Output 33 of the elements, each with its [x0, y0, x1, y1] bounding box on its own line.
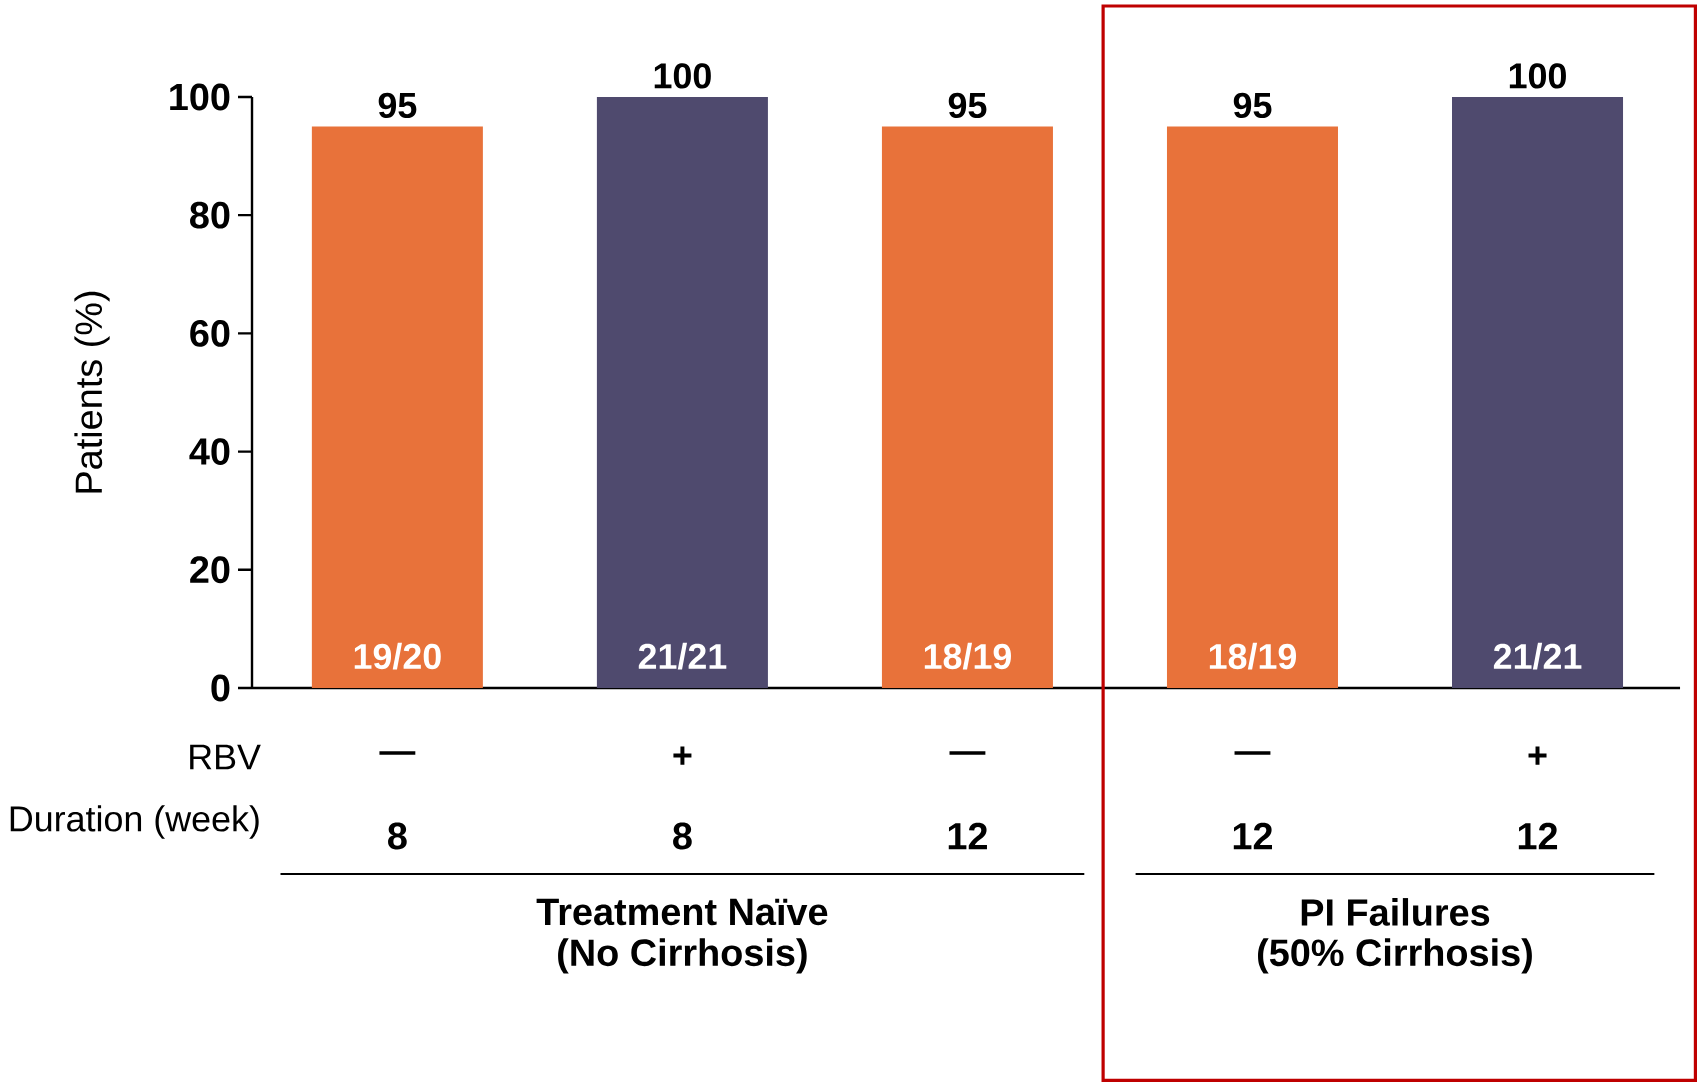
y-axis-title: Patients (%): [74, 291, 110, 493]
annotation: 21/21: [638, 642, 727, 670]
data-label: 100: [1509, 63, 1566, 89]
text: Treatment Naïve: [536, 898, 828, 926]
annotation: 18/19: [924, 642, 1011, 670]
text: (No Cirrhosis): [558, 938, 807, 974]
y-tick-label: 80: [190, 201, 230, 229]
annotation: 19/20: [354, 642, 441, 670]
x-axis-title: Duration (week): [10, 805, 259, 839]
text: RBV: [190, 744, 261, 770]
x-tick-label: 12: [948, 822, 987, 850]
annotation: 21/21: [1493, 642, 1582, 670]
y-tick-label: 20: [190, 556, 230, 584]
data-label: 100: [654, 63, 711, 89]
text: —: [949, 751, 986, 755]
text: +: [1528, 746, 1547, 765]
y-tick-label: 0: [211, 674, 230, 702]
text: —: [379, 751, 416, 755]
y-tick-label: 60: [190, 319, 230, 347]
text: —: [1234, 751, 1271, 755]
x-tick-label: 12: [1233, 822, 1273, 850]
y-tick-label: 40: [189, 438, 230, 465]
annotation: 18/19: [1209, 642, 1297, 670]
data-label: 95: [1233, 92, 1272, 119]
data-label: 95: [378, 92, 417, 119]
x-tick-label: 8: [673, 822, 692, 850]
text: (50% Cirrhosis): [1258, 938, 1532, 974]
data-label: 95: [948, 92, 987, 119]
x-tick-label: 8: [388, 822, 407, 850]
x-tick-label: 12: [1518, 822, 1558, 850]
text: PI Failures: [1301, 898, 1490, 926]
y-tick-label: 100: [170, 83, 230, 111]
text: +: [673, 746, 692, 765]
